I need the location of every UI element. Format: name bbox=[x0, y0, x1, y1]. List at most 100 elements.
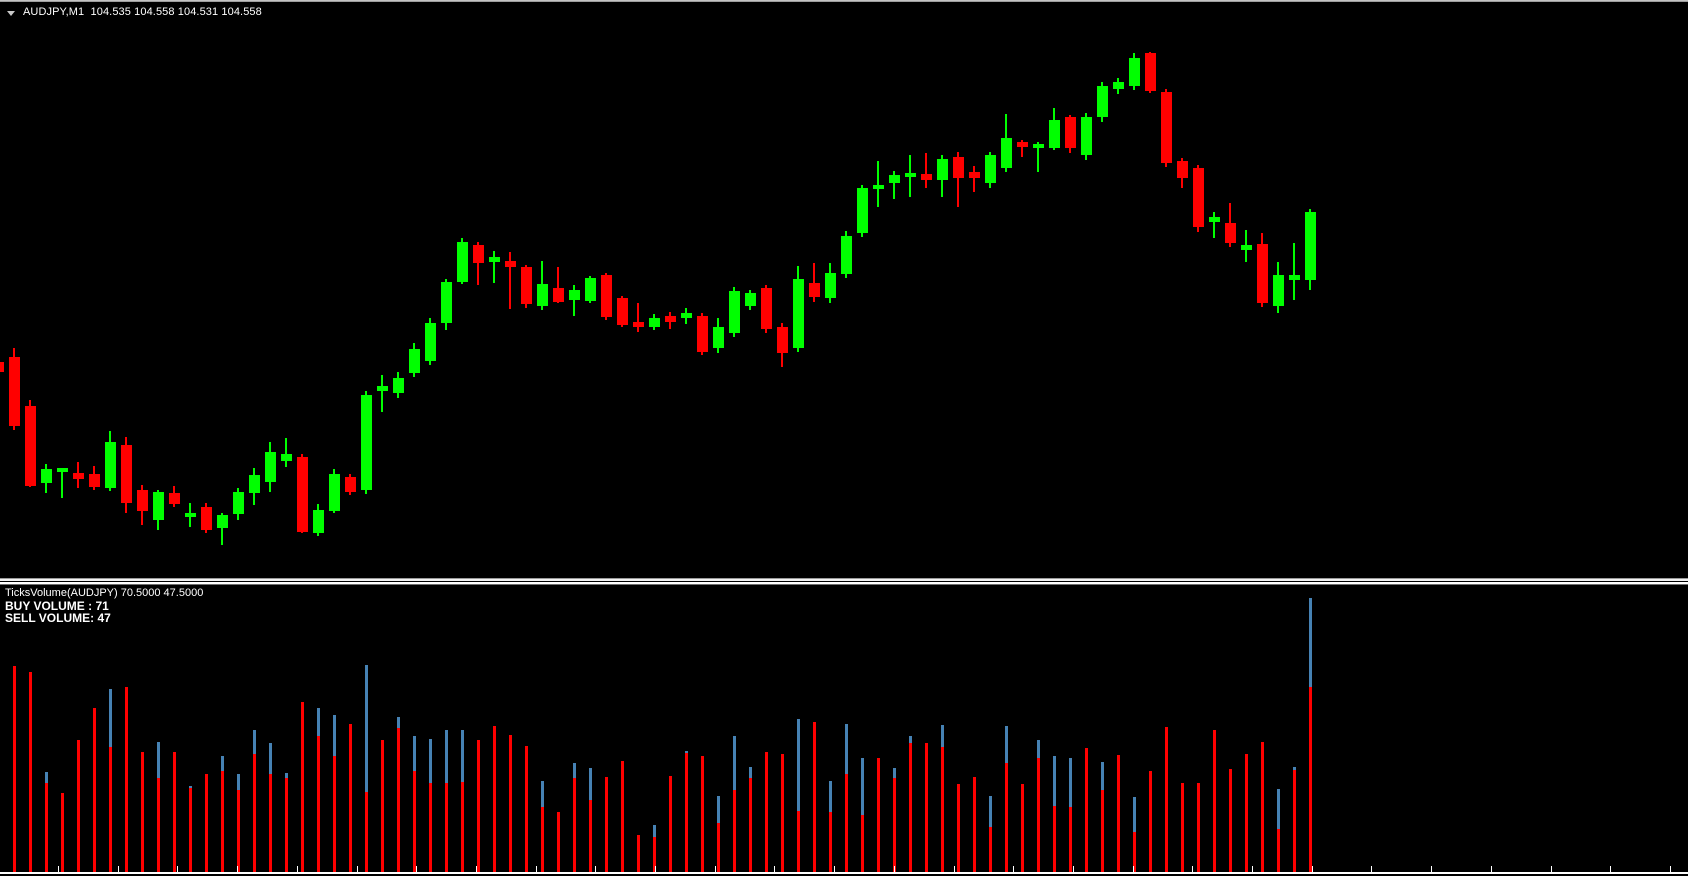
chevron-down-icon[interactable] bbox=[7, 11, 15, 16]
candle-body bbox=[601, 275, 612, 317]
volume-sell-bar bbox=[1277, 829, 1280, 872]
volume-sell-bar bbox=[141, 752, 144, 872]
pane-divider[interactable] bbox=[0, 578, 1688, 585]
candle-body bbox=[345, 477, 356, 492]
volume-sell-bar bbox=[1309, 687, 1312, 872]
volume-sell-bar bbox=[333, 756, 336, 872]
candle-body bbox=[681, 313, 692, 318]
candle-body bbox=[361, 395, 372, 490]
candle-body bbox=[217, 515, 228, 528]
volume-sell-bar bbox=[269, 774, 272, 872]
candle-body bbox=[233, 492, 244, 514]
candle-wick bbox=[1021, 140, 1023, 157]
volume-sell-bar bbox=[109, 747, 112, 872]
candle-body bbox=[1225, 223, 1236, 243]
volume-sell-bar bbox=[1005, 763, 1008, 872]
symbol-ohlc-line: AUDJPY,M1 104.535 104.558 104.531 104.55… bbox=[23, 6, 262, 18]
volume-sell-bar bbox=[45, 783, 48, 872]
candle-body bbox=[377, 386, 388, 391]
candle-body bbox=[649, 318, 660, 327]
time-axis-tick bbox=[715, 866, 716, 872]
time-axis-tick bbox=[1013, 866, 1014, 872]
volume-sell-bar bbox=[1037, 758, 1040, 872]
candle-wick bbox=[285, 438, 287, 467]
candle-body bbox=[393, 378, 404, 393]
candle-body bbox=[1241, 245, 1252, 250]
candle-body bbox=[569, 290, 580, 300]
volume-sell-bar bbox=[1213, 730, 1216, 872]
time-axis-tick bbox=[357, 866, 358, 872]
volume-buy-bar bbox=[365, 665, 368, 872]
candle-body bbox=[25, 406, 36, 486]
candle-body bbox=[633, 322, 644, 327]
volume-sell-bar bbox=[1101, 790, 1104, 872]
time-axis-tick bbox=[1491, 866, 1492, 872]
time-axis-tick bbox=[595, 866, 596, 872]
main-chart-pane[interactable]: AUDJPY,M1 104.535 104.558 104.531 104.55… bbox=[0, 2, 1688, 578]
volume-indicator-pane[interactable]: TicksVolume(AUDJPY) 70.5000 47.5000 BUY … bbox=[0, 585, 1688, 876]
volume-sell-bar bbox=[1117, 755, 1120, 872]
candle-body bbox=[697, 316, 708, 352]
volume-sell-bar bbox=[221, 771, 224, 872]
candle-body bbox=[729, 291, 740, 333]
time-axis-tick bbox=[1371, 866, 1372, 872]
indicator-title: TicksVolume(AUDJPY) 70.5000 47.5000 bbox=[5, 587, 204, 599]
volume-sell-bar bbox=[957, 784, 960, 872]
candle-body bbox=[441, 282, 452, 323]
candle-wick bbox=[877, 161, 879, 207]
time-axis-tick bbox=[1551, 866, 1552, 872]
candle-body bbox=[297, 457, 308, 532]
volume-sell-bar bbox=[1165, 727, 1168, 872]
volume-sell-bar bbox=[285, 778, 288, 872]
candle-body bbox=[553, 288, 564, 302]
volume-sell-bar bbox=[205, 774, 208, 872]
volume-sell-bar bbox=[557, 812, 560, 872]
candle-body bbox=[889, 175, 900, 183]
candle-wick bbox=[557, 267, 559, 303]
candle-body bbox=[1065, 117, 1076, 148]
candle-body bbox=[1001, 138, 1012, 168]
volume-sell-bar bbox=[77, 740, 80, 872]
volume-sell-bar bbox=[637, 835, 640, 872]
candle-body bbox=[985, 155, 996, 183]
volume-sell-bar bbox=[861, 815, 864, 872]
candle-body bbox=[777, 327, 788, 353]
candle-body bbox=[809, 283, 820, 297]
volume-sell-bar bbox=[381, 740, 384, 872]
candle-body bbox=[9, 357, 20, 426]
candle-wick bbox=[925, 153, 927, 188]
volume-sell-bar bbox=[1021, 784, 1024, 872]
volume-buy-bar bbox=[797, 719, 800, 872]
candle-body bbox=[1049, 120, 1060, 148]
time-axis-tick bbox=[58, 866, 59, 872]
buy-volume-label: BUY VOLUME : 71 bbox=[5, 599, 109, 613]
candle-wick bbox=[381, 375, 383, 412]
candle-wick bbox=[61, 468, 63, 498]
volume-sell-bar bbox=[477, 740, 480, 872]
volume-sell-bar bbox=[621, 761, 624, 872]
volume-sell-bar bbox=[1085, 748, 1088, 872]
time-axis-tick bbox=[1431, 866, 1432, 872]
volume-sell-bar bbox=[365, 792, 368, 872]
volume-sell-bar bbox=[589, 800, 592, 872]
candle-body bbox=[937, 159, 948, 180]
volume-sell-bar bbox=[813, 722, 816, 872]
volume-sell-bar bbox=[429, 783, 432, 872]
volume-sell-bar bbox=[1293, 770, 1296, 872]
volume-sell-bar bbox=[413, 771, 416, 872]
candle-body bbox=[1161, 92, 1172, 163]
volume-sell-bar bbox=[925, 743, 928, 872]
volume-sell-bar bbox=[573, 778, 576, 872]
candle-body bbox=[249, 475, 260, 493]
candle-wick bbox=[1293, 243, 1295, 300]
candle-body bbox=[489, 257, 500, 262]
candle-body bbox=[761, 288, 772, 329]
time-axis-tick bbox=[297, 866, 298, 872]
candle-body bbox=[505, 261, 516, 267]
candle-body bbox=[841, 236, 852, 274]
candle-body bbox=[873, 185, 884, 189]
volume-sell-bar bbox=[13, 666, 16, 872]
volume-sell-bar bbox=[189, 788, 192, 872]
volume-sell-bar bbox=[733, 790, 736, 872]
